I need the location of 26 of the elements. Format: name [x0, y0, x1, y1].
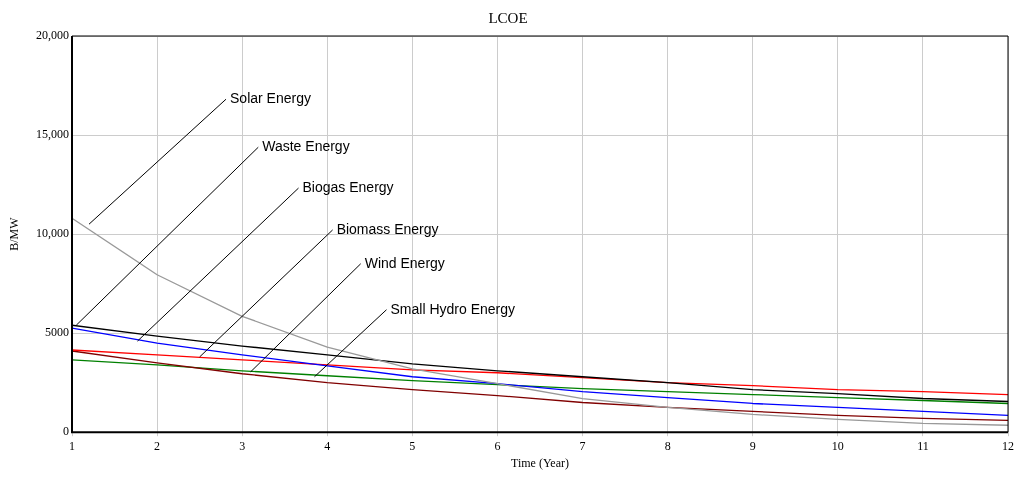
- chart-title: LCOE: [488, 9, 528, 26]
- annotation: Biomass Energy: [336, 220, 439, 237]
- y-tick-label: 0: [63, 424, 69, 439]
- x-tick-label: 5: [409, 438, 416, 453]
- annotation: Wind Energy: [364, 254, 445, 271]
- x-tick-label: 3: [239, 438, 246, 453]
- x-tick-label: 10: [831, 438, 844, 453]
- x-tick-label: 12: [1002, 438, 1014, 453]
- annotation: Biogas Energy: [302, 178, 394, 195]
- y-axis-title: B/MW: [7, 216, 22, 251]
- x-tick-label: 11: [917, 438, 929, 453]
- x-tick-label: 9: [749, 438, 756, 453]
- y-tick-label: 15,000: [36, 127, 69, 142]
- x-tick-label: 8: [664, 438, 671, 453]
- x-tick-label: 7: [579, 438, 586, 453]
- annotation: Solar Energy: [230, 90, 311, 107]
- x-tick-label: 4: [324, 438, 331, 453]
- annotation: Small Hydro Energy: [390, 300, 516, 317]
- y-tick-label: 5000: [45, 325, 69, 340]
- y-tick-label: 20,000: [36, 28, 69, 43]
- x-tick-label: 2: [154, 438, 161, 453]
- x-tick-label: 6: [494, 438, 501, 453]
- x-tick-label: 1: [69, 438, 75, 453]
- y-tick-label: 10,000: [36, 226, 69, 241]
- annotation: Waste Energy: [262, 138, 350, 155]
- x-axis-title: Time (Year): [510, 455, 570, 470]
